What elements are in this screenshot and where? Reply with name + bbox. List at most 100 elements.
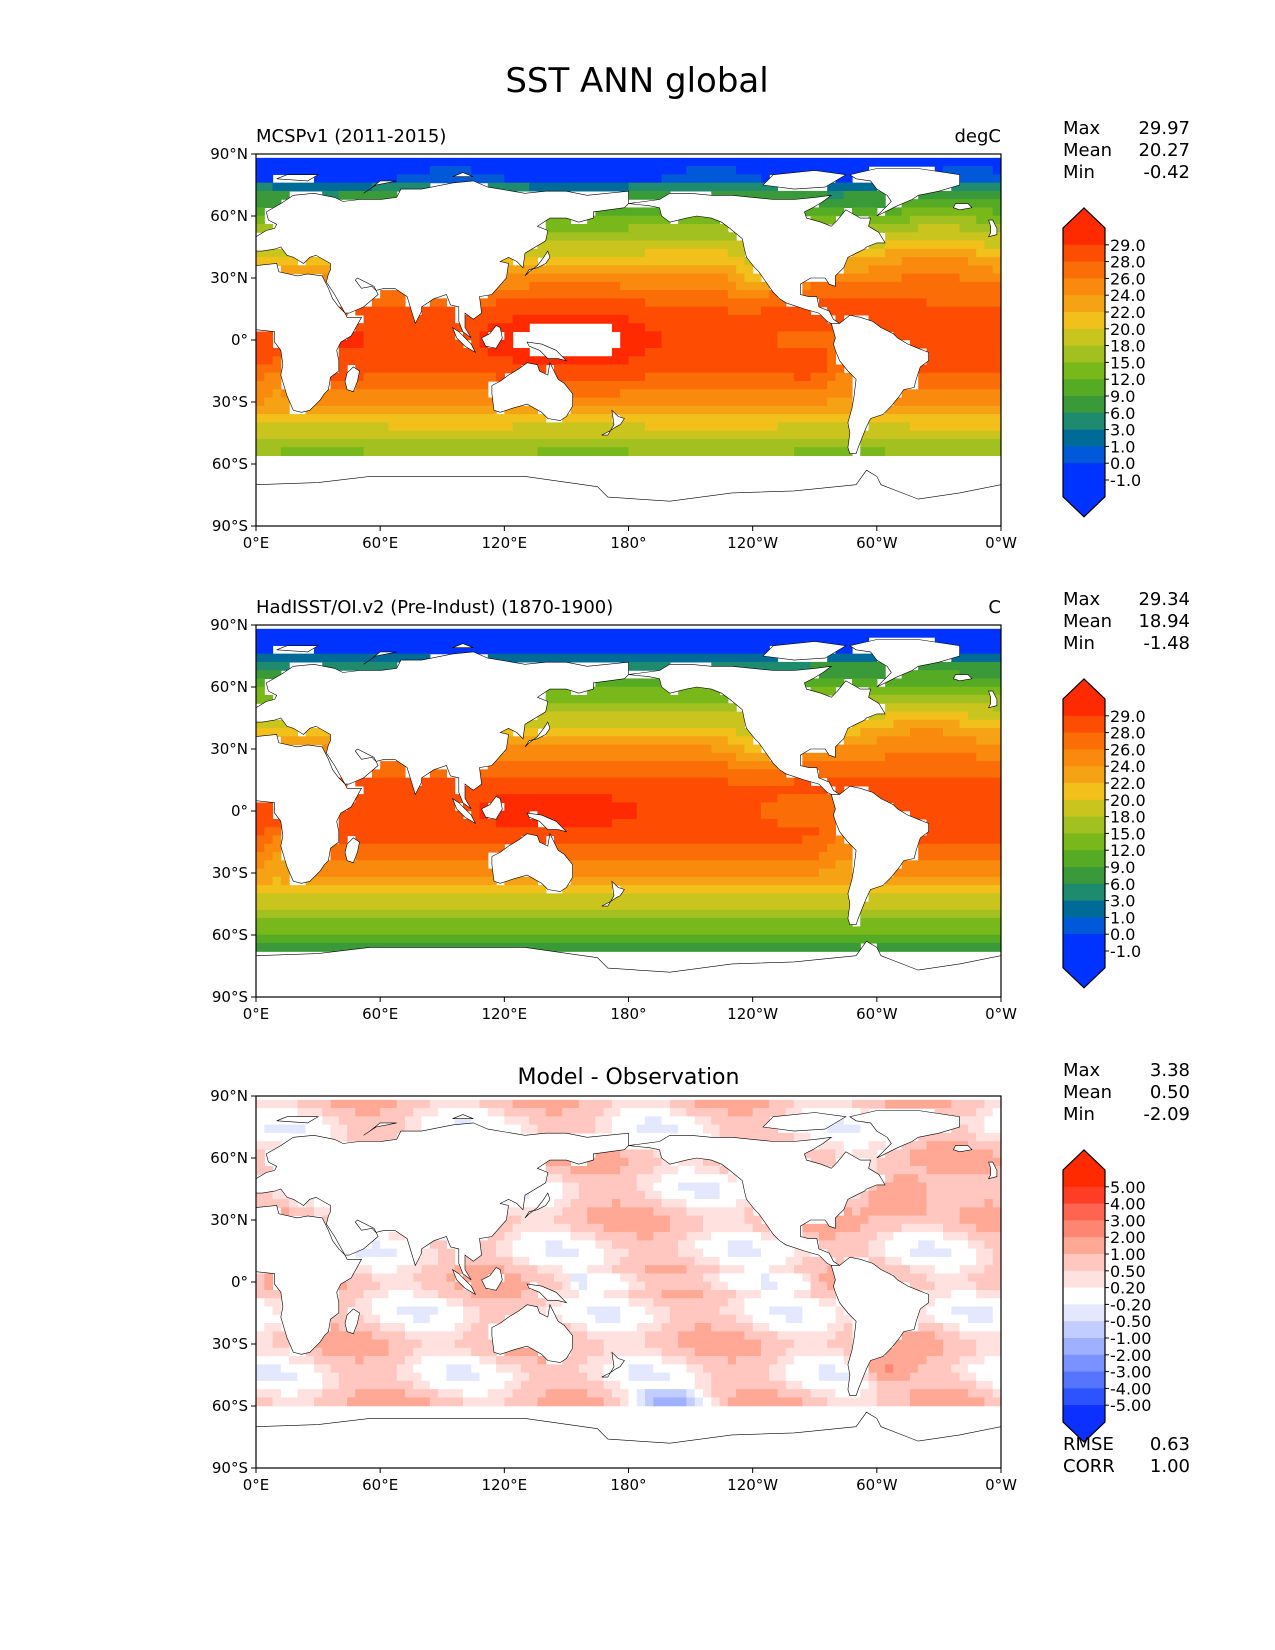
coastline [601,409,625,436]
stat-label: Min [1063,162,1095,183]
x-tick-label: 180° [610,534,646,552]
coastline [256,1122,629,1281]
coastline [344,1308,360,1335]
coastline [481,796,503,820]
y-tick-label: 90°S [212,988,248,1006]
y-tick-label: 60°S [212,926,248,944]
colorbar-tick-label: 2.00 [1110,1228,1146,1247]
colorbar-tick-label: 0.0 [1110,925,1135,944]
map-panel-1: 90°N 60°N 30°N 0° 30°S 60°S 90°S0°E 60°E 120°E 18… [210,118,1190,552]
stat-value: 0.63 [1150,1434,1190,1455]
coastline [526,812,568,833]
x-tick-label: 120°W [727,1005,778,1023]
panel-units: C [988,597,1001,618]
coastline [491,1303,573,1363]
coastline [481,325,503,349]
x-tick-label: 60°E [362,1005,398,1023]
y-tick-label: 30°S [212,393,248,411]
y-tick-label: 30°S [212,1335,248,1353]
coastline [276,1116,320,1124]
colorbar-tick-label: -1.00 [1110,1329,1151,1348]
panel-left-title: MCSPv1 (2011-2015) [256,126,446,147]
sst-field [256,625,1001,997]
coastline [952,1145,973,1153]
map-panel-3: 90°N 60°N 30°N 0° 30°S 60°S 90°S0°E 60°E 120°E 18… [210,1060,1190,1494]
coastline [524,1192,551,1219]
coastline [628,1135,886,1266]
x-tick-label: 60°E [362,534,398,552]
coastline [830,314,929,454]
stat-value: -2.09 [1143,1104,1190,1125]
y-tick-label: 30°N [210,740,248,758]
stat-label: Max [1063,1060,1101,1081]
stat-label: Mean [1063,1082,1112,1103]
coastline [451,797,477,825]
coastline [276,174,320,182]
x-tick-label: 0°W [985,1476,1017,1494]
colorbar-tick-label: -3.00 [1110,1363,1151,1382]
colorbar-tick-label: 9.0 [1110,858,1135,877]
coastline [849,168,960,217]
colorbar-tick-label: 18.0 [1110,808,1146,827]
coastline [256,940,1001,997]
stat-value: -1.48 [1143,633,1190,654]
coastline [628,664,886,795]
stat-label: Min [1063,633,1095,654]
coastline [849,1110,960,1159]
y-tick-label: 60°S [212,455,248,473]
sst-field [256,1096,1001,1468]
panel-units: degC [955,126,1002,147]
colorbar-tick-label: 18.0 [1110,337,1146,356]
colorbar-tick-label: 24.0 [1110,286,1146,305]
coastline [452,643,474,648]
colorbar-tick-label: 4.00 [1110,1195,1146,1214]
colorbar-tick-label: 1.0 [1110,908,1135,927]
coastline [256,469,1001,526]
stat-label: Min [1063,1104,1095,1125]
coastline [491,361,573,421]
y-tick-label: 90°N [210,616,248,634]
y-tick-label: 0° [231,802,248,820]
colorbar-tick-label: 26.0 [1110,740,1146,759]
y-tick-label: 90°S [212,1459,248,1477]
x-tick-label: 120°E [482,534,528,552]
colorbar-tick-label: 22.0 [1110,303,1146,322]
coastline [451,1268,477,1296]
coastline [988,690,998,709]
colorbar-tick-label: 1.00 [1110,1245,1146,1264]
coastline [601,880,625,907]
colorbar-tick-label: 12.0 [1110,370,1146,389]
coastline [344,366,360,393]
colorbar-tick-label: 3.0 [1110,421,1135,440]
x-tick-label: 0°W [985,1005,1017,1023]
x-tick-label: 0°W [985,534,1017,552]
coastline [481,1267,503,1291]
coastline [526,1283,568,1304]
colorbar-tick-label: 20.0 [1110,320,1146,339]
colorbar-tick-label: 22.0 [1110,774,1146,793]
x-tick-label: 180° [610,1476,646,1494]
figure-title: SST ANN global [505,61,768,101]
colorbar-tick-label: 26.0 [1110,269,1146,288]
stat-value: 3.38 [1150,1060,1190,1081]
stat-value: 29.97 [1138,118,1190,139]
y-tick-label: 90°N [210,145,248,163]
colorbar-tick-label: 6.0 [1110,404,1135,423]
x-tick-label: 120°E [482,1476,528,1494]
colorbar-tick-label: 0.50 [1110,1262,1146,1281]
x-tick-label: 60°W [856,534,898,552]
colorbar-tick-label: 3.00 [1110,1211,1146,1230]
colorbar-tick-label: 3.0 [1110,892,1135,911]
panel-left-title: HadISST/OI.v2 (Pre-Indust) (1870-1900) [256,597,613,618]
coastline [256,734,363,884]
stat-value: 29.34 [1138,589,1190,610]
colorbar-tick-label: 15.0 [1110,353,1146,372]
coastline [256,651,629,810]
colorbar-tick-label: -1.0 [1110,942,1141,961]
coastline [344,837,360,864]
y-tick-label: 60°S [212,1397,248,1415]
colorbar: 29.028.026.024.022.020.018.015.012.09.06… [1062,678,1146,989]
coastline [952,674,973,682]
coastline [276,645,320,653]
colorbar: 29.028.026.024.022.020.018.015.012.09.06… [1062,207,1146,518]
